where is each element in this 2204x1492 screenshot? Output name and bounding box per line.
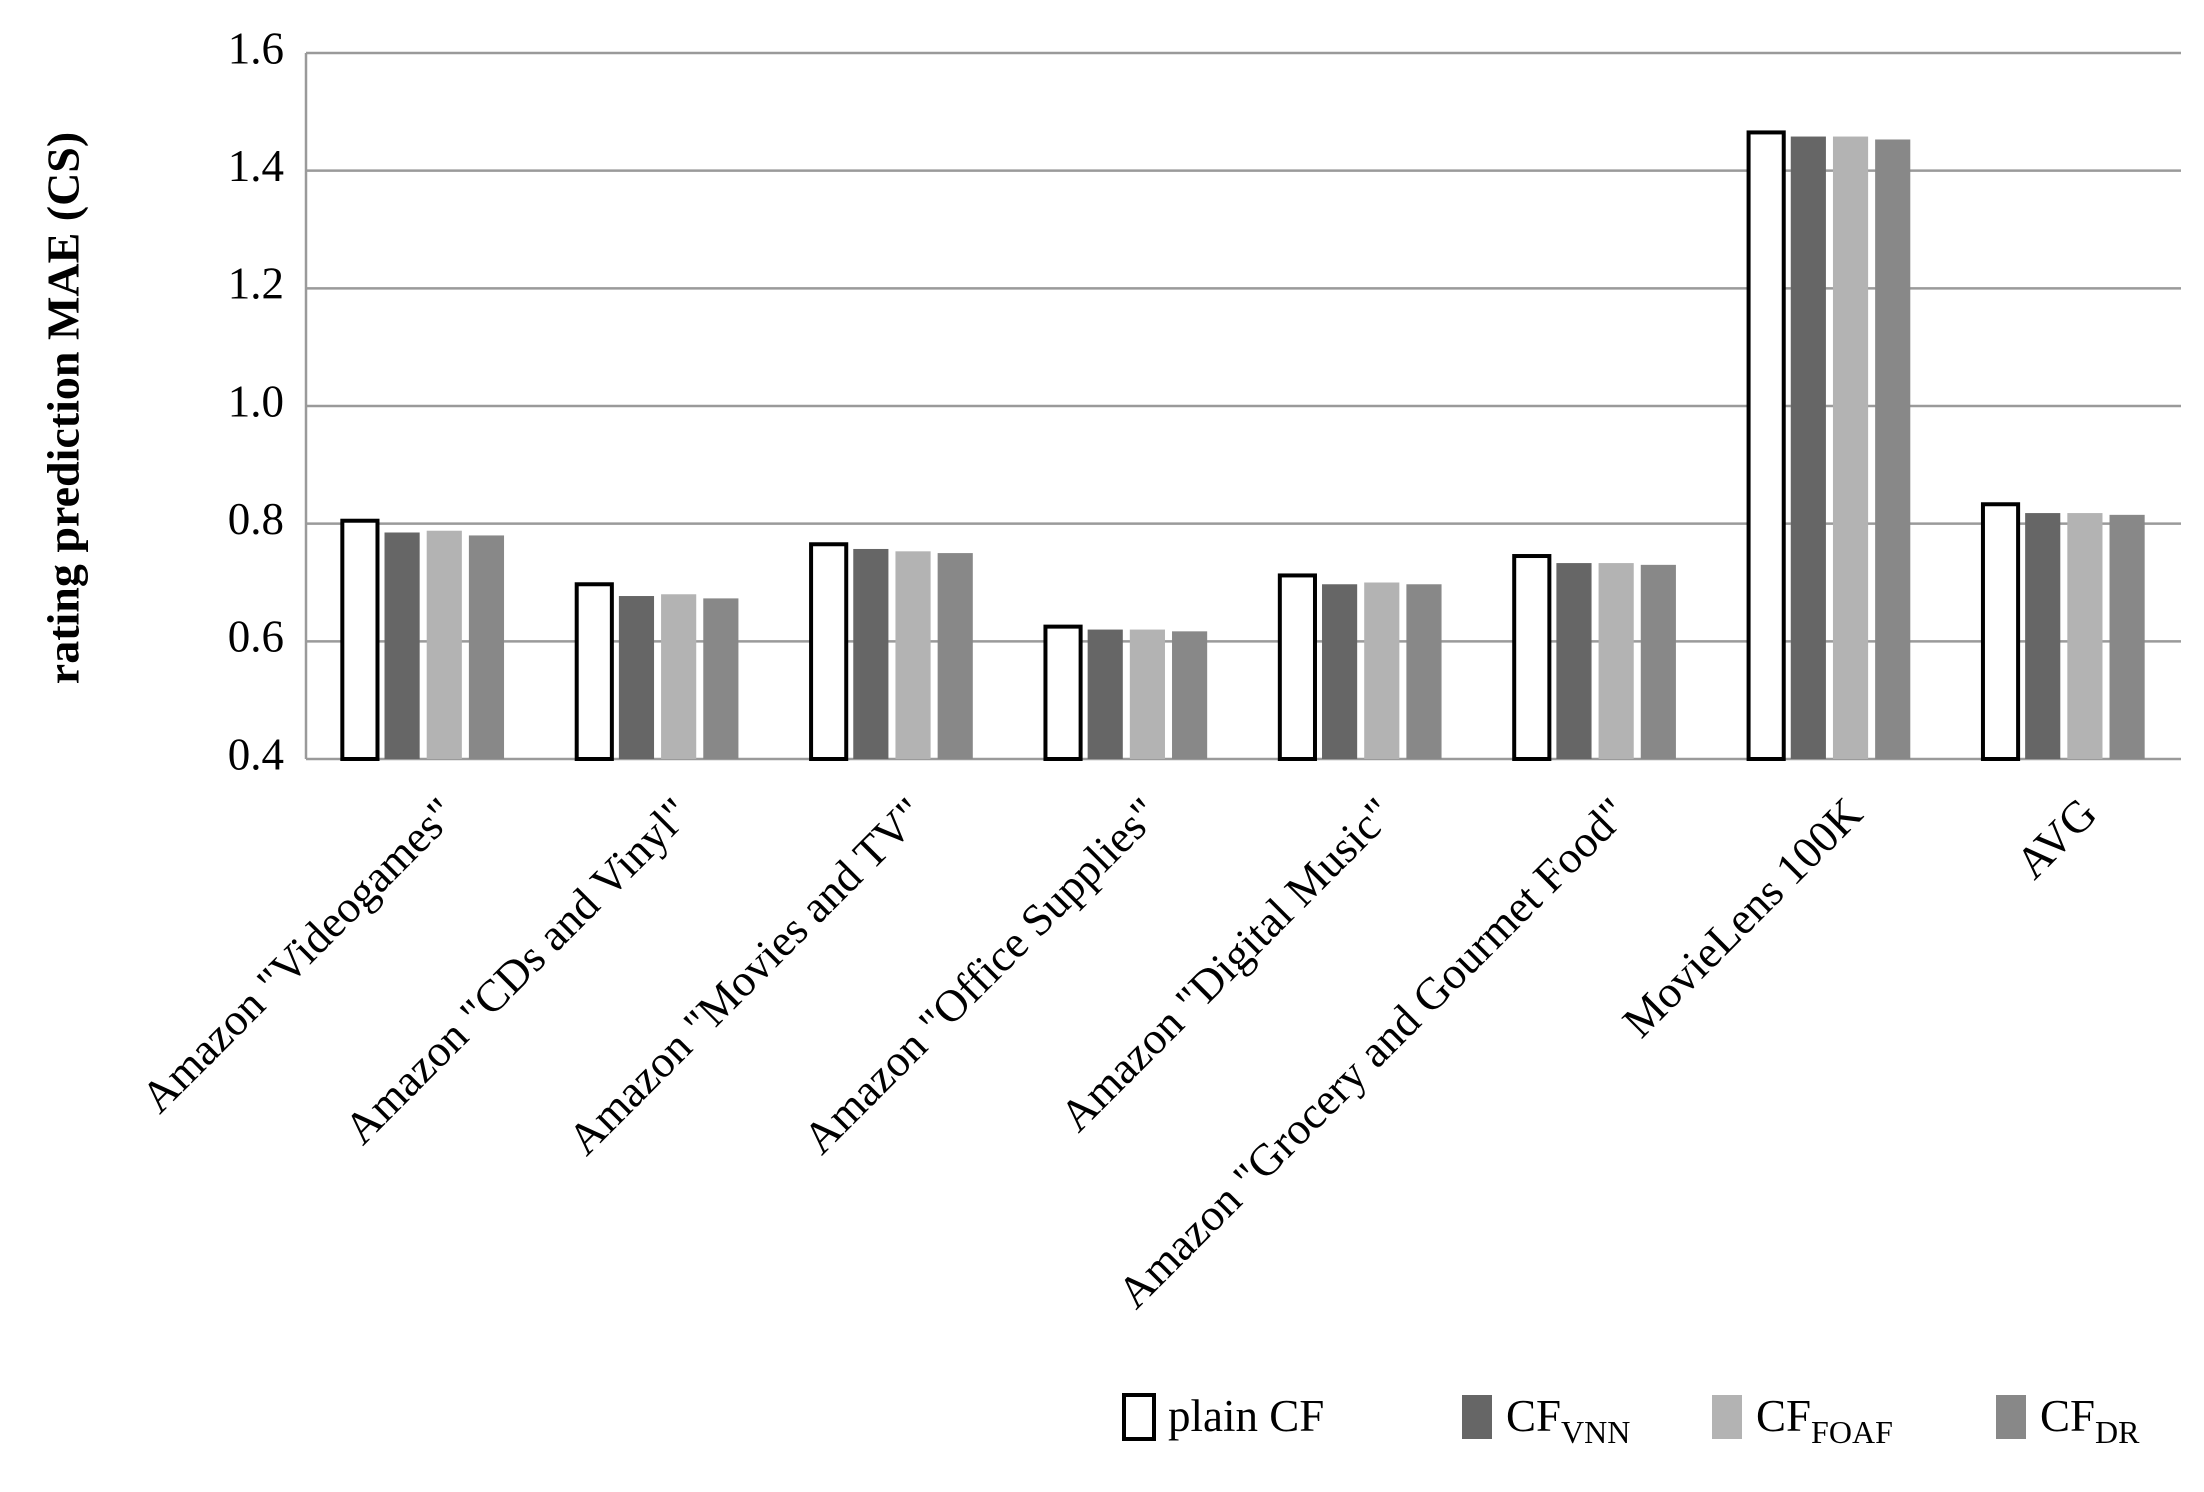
bar <box>1277 573 1317 761</box>
y-tick-label: 1.4 <box>228 141 284 191</box>
bar <box>384 532 420 759</box>
legend-swatch <box>1462 1395 1492 1439</box>
y-axis-label: rating prediction MAE (CS) <box>38 132 89 684</box>
bar <box>2025 513 2061 759</box>
bar <box>1746 130 1786 762</box>
legend-subscript: FOAF <box>1811 1414 1893 1450</box>
bar <box>809 542 849 762</box>
y-tick-label: 0.4 <box>228 729 284 779</box>
bar <box>1043 624 1083 761</box>
bar <box>574 582 614 762</box>
legend-subscript: VNN <box>1561 1414 1630 1450</box>
bar <box>703 598 739 759</box>
bar <box>1364 582 1400 759</box>
legend-label: plain CF <box>1168 1391 1324 1441</box>
bar <box>426 530 462 759</box>
legend-subscript: DR <box>2095 1414 2140 1450</box>
y-tick-label: 0.8 <box>228 494 284 544</box>
bar <box>661 594 697 759</box>
y-tick-label: 0.6 <box>228 612 284 662</box>
bar <box>1598 563 1634 759</box>
bar <box>2067 513 2103 759</box>
bar <box>937 553 973 759</box>
bar <box>1980 502 2021 762</box>
bar <box>340 518 380 761</box>
legend-swatch <box>1996 1395 2026 1439</box>
bar <box>1640 564 1676 759</box>
bar <box>1406 584 1442 759</box>
bar <box>1172 631 1208 759</box>
bar <box>1556 563 1592 759</box>
bar <box>1087 629 1123 759</box>
bar <box>895 551 931 759</box>
y-tick-label: 1.2 <box>228 259 284 309</box>
bar <box>468 535 505 759</box>
bar <box>618 596 655 759</box>
legend-swatch <box>1712 1395 1742 1439</box>
bar <box>2109 514 2145 759</box>
legend-swatch <box>1122 1393 1156 1441</box>
y-tick-label: 1.0 <box>228 376 284 426</box>
bar <box>1832 136 1869 759</box>
bar <box>853 548 889 759</box>
bar <box>1790 136 1826 759</box>
bar <box>1129 629 1165 759</box>
bar <box>1875 139 1911 760</box>
bar <box>1512 554 1552 762</box>
bar <box>1322 584 1358 759</box>
y-tick-label: 1.6 <box>228 23 284 73</box>
